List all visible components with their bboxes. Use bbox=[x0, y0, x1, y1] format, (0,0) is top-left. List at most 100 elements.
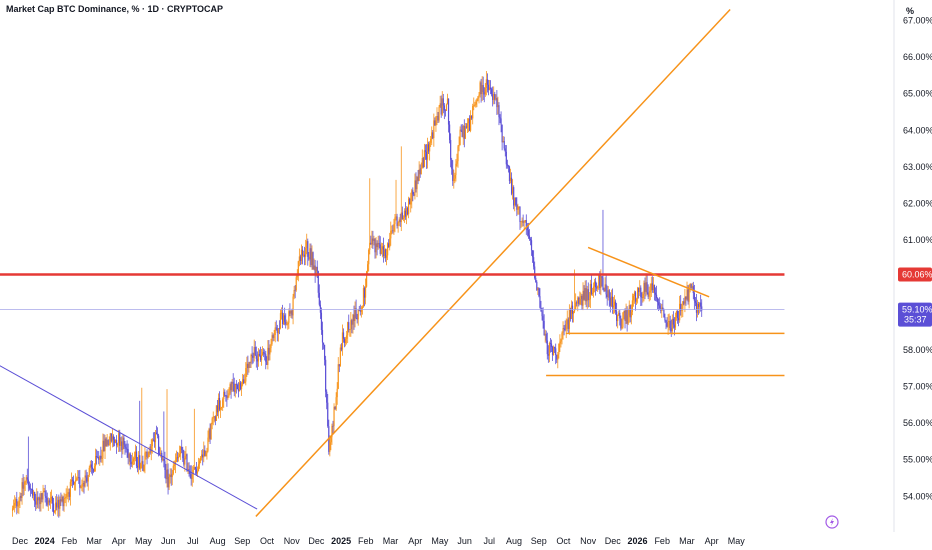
candle-body bbox=[279, 313, 282, 329]
candle-body bbox=[92, 468, 95, 472]
candle-body bbox=[278, 328, 281, 329]
candle-body bbox=[42, 492, 44, 500]
candle-body bbox=[472, 105, 474, 119]
candle-body bbox=[489, 87, 492, 90]
time-tick-label: Apr bbox=[705, 536, 719, 546]
candle-body bbox=[352, 314, 354, 325]
candle-body bbox=[591, 292, 594, 295]
candle-body bbox=[138, 455, 140, 468]
candle-body bbox=[158, 435, 160, 454]
candle-body bbox=[528, 235, 531, 239]
candle-body bbox=[445, 104, 448, 111]
candle-body bbox=[334, 406, 336, 410]
candle-body bbox=[439, 103, 441, 107]
candle-body bbox=[651, 283, 653, 290]
candle-body bbox=[379, 244, 381, 255]
candle-body bbox=[366, 271, 368, 287]
candle-body bbox=[361, 306, 364, 309]
candle-body bbox=[410, 201, 412, 205]
resistance-badge-label: 60.06% bbox=[902, 270, 932, 280]
candle-body bbox=[159, 453, 161, 454]
candle-body bbox=[599, 275, 601, 288]
time-tick-label: Aug bbox=[210, 536, 226, 546]
candle-body bbox=[99, 455, 101, 460]
candle-body bbox=[339, 347, 341, 367]
candle-body bbox=[171, 473, 173, 478]
candle-body bbox=[531, 250, 534, 258]
candle-body bbox=[326, 391, 328, 403]
candle-body bbox=[15, 499, 17, 503]
price-tick-label: 56.00% bbox=[903, 418, 932, 428]
candle-body bbox=[234, 383, 236, 393]
candle-body bbox=[544, 333, 546, 336]
candle-body bbox=[166, 469, 168, 480]
candle-body bbox=[479, 82, 481, 95]
time-axis[interactable]: Dec 2024 Feb Mar Apr May Jun Jul Aug Sep Oct Nov Dec… bbox=[12, 536, 745, 546]
price-tick-label: 63.00% bbox=[903, 162, 932, 172]
flash-icon[interactable] bbox=[825, 515, 839, 529]
candle-body bbox=[648, 292, 650, 297]
candle-body bbox=[335, 397, 337, 410]
price-tick-label: 62.00% bbox=[903, 198, 932, 208]
candle-body bbox=[322, 342, 325, 345]
candle-body bbox=[85, 475, 87, 478]
candle-body bbox=[478, 94, 480, 97]
candle-body bbox=[575, 302, 577, 309]
candle-body bbox=[570, 305, 573, 319]
candle-body bbox=[240, 384, 243, 390]
candle-body bbox=[156, 434, 159, 436]
candle-body bbox=[288, 311, 290, 323]
candle-body bbox=[493, 94, 495, 101]
candle-body bbox=[607, 290, 609, 297]
candle-body bbox=[246, 363, 248, 369]
candle-body bbox=[72, 480, 75, 485]
time-tick-label: Nov bbox=[580, 536, 597, 546]
candle-body bbox=[359, 309, 361, 312]
candle-body bbox=[301, 249, 304, 256]
candle-body bbox=[100, 455, 102, 459]
candle-body bbox=[141, 461, 143, 464]
candle-body bbox=[152, 439, 154, 441]
candle-body bbox=[153, 440, 156, 443]
candle-body bbox=[46, 497, 48, 505]
candle-body bbox=[427, 144, 430, 152]
candle-body bbox=[312, 252, 314, 270]
candle-body bbox=[589, 283, 591, 300]
candle-body bbox=[616, 311, 618, 322]
candle-body bbox=[252, 356, 254, 358]
candle-body bbox=[424, 150, 427, 152]
candle-body bbox=[219, 407, 222, 410]
candle-body bbox=[679, 303, 681, 321]
candle-body bbox=[689, 284, 691, 287]
time-tick-label: Aug bbox=[506, 536, 522, 546]
candle-body bbox=[596, 287, 598, 289]
candle-body bbox=[136, 465, 139, 468]
candle-body bbox=[547, 354, 549, 356]
candle-body bbox=[102, 440, 104, 459]
candle-body bbox=[664, 316, 666, 321]
candle-body bbox=[314, 265, 316, 275]
candle-body bbox=[405, 208, 408, 217]
candle-body bbox=[307, 241, 309, 257]
candle-body bbox=[398, 219, 400, 223]
candle-body bbox=[694, 300, 697, 303]
candle-body bbox=[525, 220, 527, 227]
candle-body bbox=[286, 324, 288, 326]
candles-layer bbox=[11, 71, 703, 518]
candle-body bbox=[604, 284, 606, 292]
candle-body bbox=[652, 284, 654, 290]
time-tick-label: Dec bbox=[308, 536, 325, 546]
candle-body bbox=[447, 98, 450, 125]
candle-body bbox=[438, 106, 440, 121]
candle-body bbox=[206, 450, 208, 454]
candle-body bbox=[86, 477, 88, 482]
candle-body bbox=[131, 461, 133, 465]
candle-body bbox=[370, 242, 372, 245]
candle-body bbox=[412, 190, 414, 195]
candle-body bbox=[554, 347, 556, 349]
candle-body bbox=[611, 296, 614, 308]
candle-body bbox=[155, 432, 158, 435]
candle-body bbox=[608, 290, 610, 298]
candle-body bbox=[26, 477, 28, 480]
